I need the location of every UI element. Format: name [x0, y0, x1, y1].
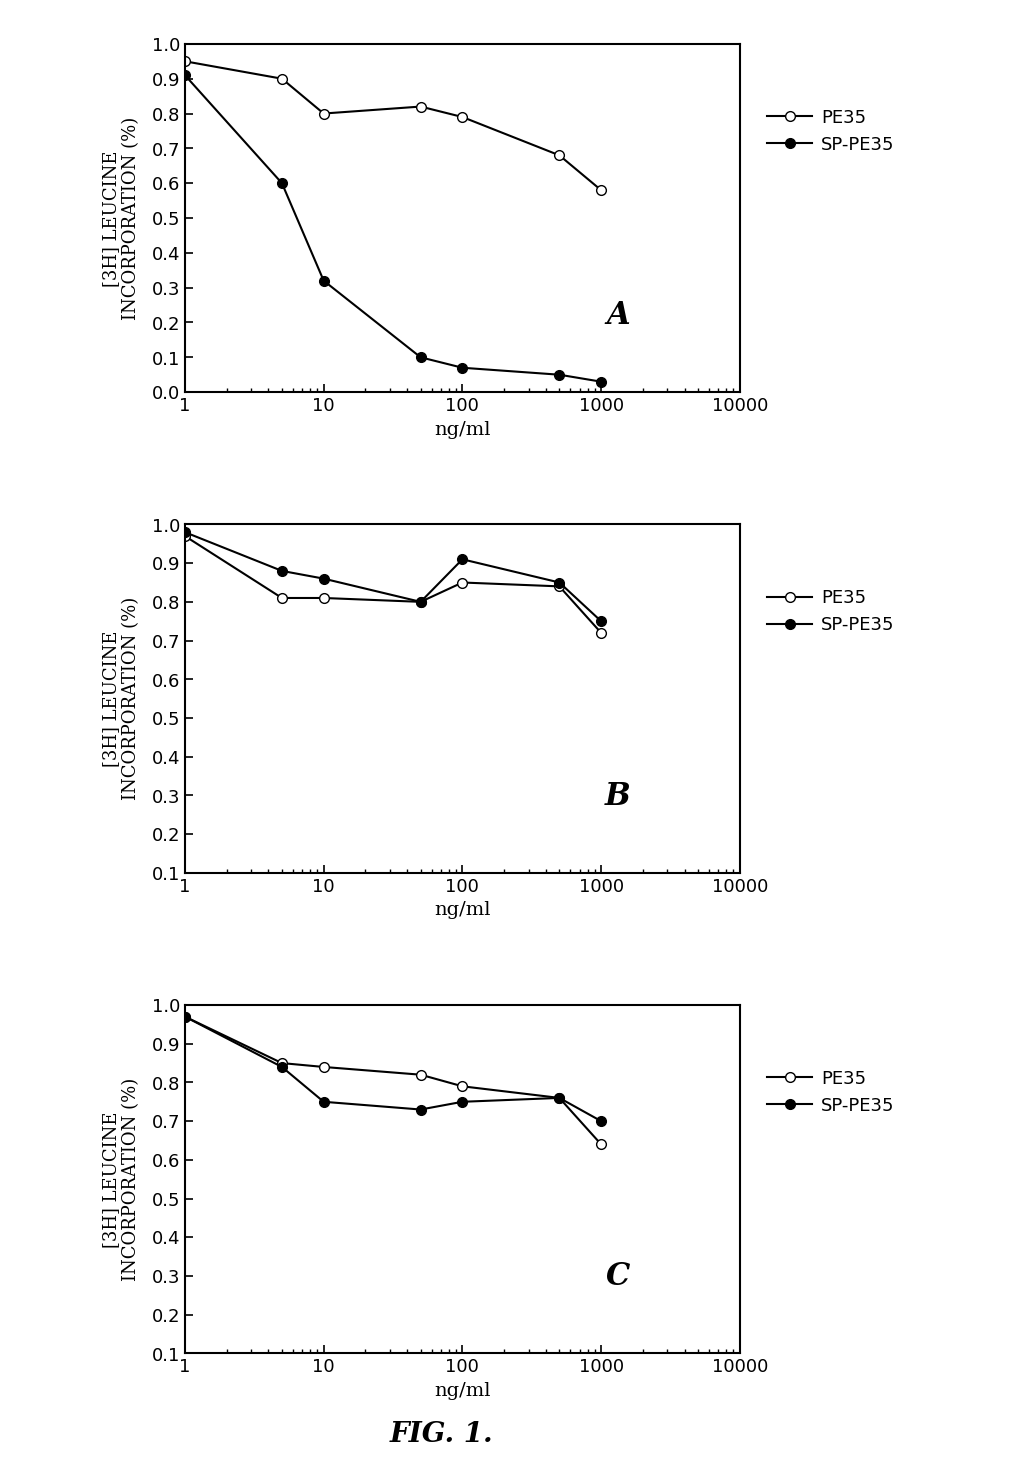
PE35 [553, 147, 565, 165]
PE35 [317, 1058, 330, 1075]
PE35 [414, 1066, 426, 1084]
Y-axis label: [3H] LEUCINE
INCORPORATION (%): [3H] LEUCINE INCORPORATION (%) [102, 116, 141, 319]
X-axis label: ng/ml: ng/ml [434, 1381, 490, 1400]
SP-PE35 [595, 374, 607, 391]
SP-PE35 [179, 66, 191, 84]
PE35 [553, 1089, 565, 1106]
PE35 [456, 1078, 468, 1096]
SP-PE35 [179, 524, 191, 541]
Y-axis label: [3H] LEUCINE
INCORPORATION (%): [3H] LEUCINE INCORPORATION (%) [102, 1078, 141, 1281]
SP-PE35 [553, 1089, 565, 1106]
SP-PE35 [275, 1058, 288, 1075]
PE35 [595, 1136, 607, 1153]
Text: A: A [606, 300, 630, 331]
SP-PE35 [414, 349, 426, 366]
Legend: PE35, SP-PE35: PE35, SP-PE35 [760, 101, 902, 160]
Text: FIG. 1.: FIG. 1. [390, 1421, 493, 1447]
Line: SP-PE35: SP-PE35 [180, 71, 606, 387]
PE35 [414, 593, 426, 610]
Line: PE35: PE35 [180, 57, 606, 196]
Legend: PE35, SP-PE35: PE35, SP-PE35 [760, 583, 902, 641]
Line: PE35: PE35 [180, 531, 606, 638]
Line: SP-PE35: SP-PE35 [180, 1012, 606, 1127]
SP-PE35 [414, 1100, 426, 1118]
SP-PE35 [317, 1093, 330, 1111]
PE35 [414, 99, 426, 116]
PE35 [317, 590, 330, 608]
SP-PE35 [317, 272, 330, 290]
X-axis label: ng/ml: ng/ml [434, 421, 490, 438]
SP-PE35 [317, 569, 330, 587]
PE35 [595, 624, 607, 641]
Line: PE35: PE35 [180, 1012, 606, 1149]
Text: C: C [605, 1261, 630, 1292]
SP-PE35 [553, 574, 565, 591]
PE35 [456, 109, 468, 127]
PE35 [275, 590, 288, 608]
SP-PE35 [414, 593, 426, 610]
Y-axis label: [3H] LEUCINE
INCORPORATION (%): [3H] LEUCINE INCORPORATION (%) [102, 597, 141, 800]
SP-PE35 [275, 175, 288, 193]
PE35 [275, 71, 288, 88]
Line: SP-PE35: SP-PE35 [180, 528, 606, 627]
SP-PE35 [553, 366, 565, 384]
SP-PE35 [456, 550, 468, 568]
SP-PE35 [595, 612, 607, 630]
PE35 [553, 578, 565, 596]
Text: B: B [605, 781, 631, 812]
PE35 [179, 53, 191, 71]
Legend: PE35, SP-PE35: PE35, SP-PE35 [760, 1062, 902, 1122]
SP-PE35 [275, 562, 288, 580]
X-axis label: ng/ml: ng/ml [434, 902, 490, 919]
SP-PE35 [456, 1093, 468, 1111]
SP-PE35 [456, 359, 468, 377]
PE35 [179, 528, 191, 546]
PE35 [317, 104, 330, 122]
SP-PE35 [595, 1112, 607, 1130]
PE35 [595, 181, 607, 199]
PE35 [179, 1008, 191, 1025]
PE35 [456, 574, 468, 591]
SP-PE35 [179, 1008, 191, 1025]
PE35 [275, 1055, 288, 1072]
